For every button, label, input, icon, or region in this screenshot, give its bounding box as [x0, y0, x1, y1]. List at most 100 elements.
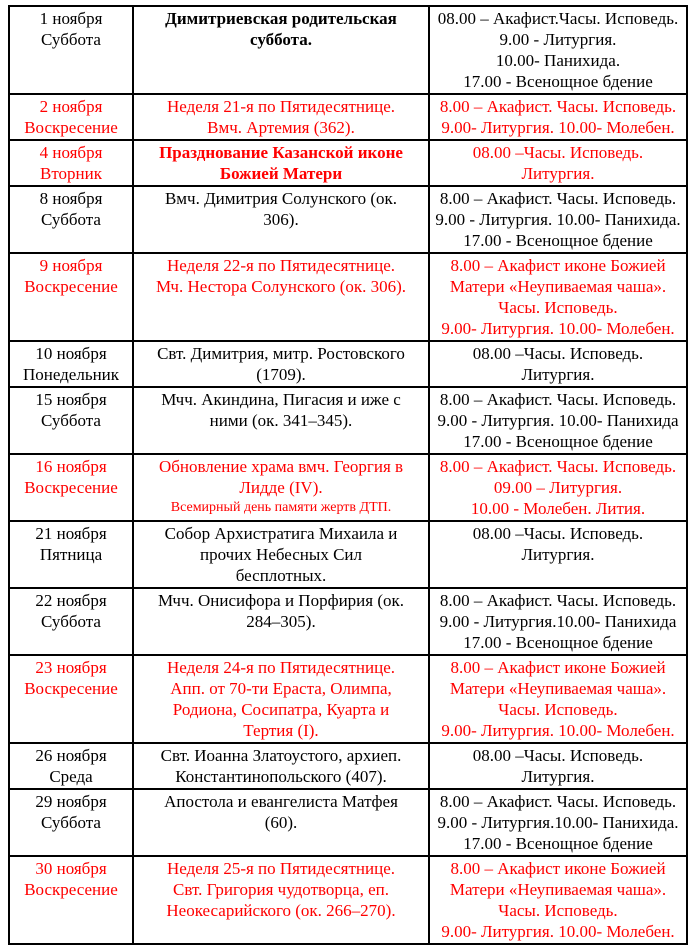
services-cell: 08.00 –Часы. Исповедь. Литургия.	[428, 742, 688, 790]
feast-cell: Неделя 22-я по Пятидесятнице. Мч. Нестор…	[132, 252, 430, 342]
date-text: 1 ноября Суббота	[39, 9, 103, 49]
table-row: 1 ноября Суббота Димитриевская родительс…	[8, 5, 688, 95]
services-text: 8.00 – Акафист. Часы. Исповедь. 9.00 - Л…	[437, 390, 679, 451]
services-text: 8.00 – Акафист. Часы. Исповедь. 9.00 - Л…	[439, 591, 677, 652]
date-text: 16 ноября Воскресение	[24, 457, 118, 497]
feast-text: Димитриевская родительская суббота.	[165, 9, 397, 49]
services-cell: 8.00 – Акафист. Часы. Исповедь. 9.00- Ли…	[428, 93, 688, 141]
services-text: 8.00 – Акафист. Часы. Исповедь. 9.00 - Л…	[435, 189, 681, 250]
table-row: 16 ноября Воскресение Обновление храма в…	[8, 453, 688, 522]
services-cell: 8.00 – Акафист иконе Божией Матери «Неуп…	[428, 654, 688, 744]
feast-text: Неделя 22-я по Пятидесятнице. Мч. Нестор…	[155, 256, 407, 296]
table-row: 22 ноября Суббота Мчч. Онисифора и Порфи…	[8, 587, 688, 656]
date-text: 23 ноября Воскресение	[24, 658, 118, 698]
services-cell: 8.00 – Акафист. Часы. Исповедь. 9.00 - Л…	[428, 185, 688, 254]
date-text: 26 ноября Среда	[35, 746, 107, 786]
table-row: 30 ноября Воскресение Неделя 25-я по Пят…	[8, 855, 688, 945]
schedule-rows: 1 ноября Суббота Димитриевская родительс…	[8, 5, 688, 945]
services-text: 8.00 – Акафист иконе Божией Матери «Неуп…	[441, 658, 675, 740]
services-text: 08.00 –Часы. Исповедь. Литургия.	[472, 746, 644, 786]
date-cell: 23 ноября Воскресение	[8, 654, 134, 744]
date-text: 30 ноября Воскресение	[24, 859, 118, 899]
feast-text: Собор Архистратига Михаила и прочих Небе…	[164, 524, 398, 585]
date-cell: 9 ноября Воскресение	[8, 252, 134, 342]
feast-text: Мчч. Онисифора и Порфирия (ок. 284–305).	[157, 591, 405, 631]
date-cell: 10 ноября Понедельник	[8, 340, 134, 388]
feast-cell: Празднование Казанской иконе Божией Мате…	[132, 139, 430, 187]
table-row: 8 ноября Суббота Вмч. Димитрия Солунског…	[8, 185, 688, 254]
services-text: 8.00 – Акафист. Часы. Исповедь. 9.00- Ли…	[439, 97, 677, 137]
services-cell: 08.00 – Акафист.Часы. Исповедь. 9.00 - Л…	[428, 5, 688, 95]
feast-text: Празднование Казанской иконе Божией Мате…	[159, 143, 403, 183]
date-text: 10 ноября Понедельник	[22, 344, 120, 384]
date-cell: 1 ноября Суббота	[8, 5, 134, 95]
feast-text: Неделя 24-я по Пятидесятнице. Апп. от 70…	[166, 658, 396, 740]
feast-text: Обновление храма вмч. Георгия в Лидде (I…	[158, 457, 404, 497]
date-text: 29 ноября Суббота	[35, 792, 107, 832]
date-text: 15 ноября Суббота	[35, 390, 107, 430]
table-row: 29 ноября Суббота Апостола и евангелиста…	[8, 788, 688, 857]
services-text: 08.00 – Акафист.Часы. Исповедь. 9.00 - Л…	[437, 9, 679, 91]
feast-text: Вмч. Димитрия Солунского (ок. 306).	[164, 189, 398, 229]
date-cell: 26 ноября Среда	[8, 742, 134, 790]
services-cell: 8.00 – Акафист. Часы. Исповедь. 09.00 – …	[428, 453, 688, 522]
services-cell: 8.00 – Акафист. Часы. Исповедь. 9.00 - Л…	[428, 386, 688, 455]
feast-text: Свт. Димитрия, митр. Ростовского (1709).	[157, 344, 405, 384]
services-text: 8.00 – Акафист иконе Божией Матери «Неуп…	[441, 256, 675, 338]
feast-text: Мчч. Акиндина, Пигасия и иже с ними (ок.…	[161, 390, 401, 430]
feast-text: Неделя 25-я по Пятидесятнице. Свт. Григо…	[166, 859, 396, 920]
table-row: 10 ноября Понедельник Свт. Димитрия, мит…	[8, 340, 688, 388]
table-row: 9 ноября Воскресение Неделя 22-я по Пяти…	[8, 252, 688, 342]
feast-cell: Собор Архистратига Михаила и прочих Небе…	[132, 520, 430, 589]
date-text: 8 ноября Суббота	[39, 189, 103, 229]
services-text: 08.00 –Часы. Исповедь. Литургия.	[472, 524, 644, 564]
date-cell: 4 ноября Вторник	[8, 139, 134, 187]
feast-note: Всемирный день памяти жертв ДТП.	[170, 500, 392, 515]
date-cell: 15 ноября Суббота	[8, 386, 134, 455]
date-cell: 8 ноября Суббота	[8, 185, 134, 254]
feast-cell: Мчч. Акиндина, Пигасия и иже с ними (ок.…	[132, 386, 430, 455]
services-text: 08.00 –Часы. Исповедь. Литургия.	[472, 344, 644, 384]
table-row: 4 ноября Вторник Празднование Казанской …	[8, 139, 688, 187]
date-cell: 2 ноября Воскресение	[8, 93, 134, 141]
table-row: 2 ноября Воскресение Неделя 21-я по Пяти…	[8, 93, 688, 141]
feast-cell: Неделя 21-я по Пятидесятнице. Вмч. Артем…	[132, 93, 430, 141]
date-text: 22 ноября Суббота	[35, 591, 107, 631]
date-text: 2 ноября Воскресение	[24, 97, 118, 137]
table-row: 15 ноября Суббота Мчч. Акиндина, Пигасия…	[8, 386, 688, 455]
date-text: 9 ноября Воскресение	[24, 256, 118, 296]
date-cell: 30 ноября Воскресение	[8, 855, 134, 945]
table-row: 21 ноября Пятница Собор Архистратига Мих…	[8, 520, 688, 589]
date-cell: 16 ноября Воскресение	[8, 453, 134, 522]
feast-cell: Мчч. Онисифора и Порфирия (ок. 284–305).	[132, 587, 430, 656]
table-row: 23 ноября Воскресение Неделя 24-я по Пят…	[8, 654, 688, 744]
feast-cell: Димитриевская родительская суббота.	[132, 5, 430, 95]
feast-cell: Апостола и евангелиста Матфея (60).	[132, 788, 430, 857]
services-cell: 08.00 –Часы. Исповедь. Литургия.	[428, 340, 688, 388]
feast-cell: Вмч. Димитрия Солунского (ок. 306).	[132, 185, 430, 254]
date-text: 21 ноября Пятница	[35, 524, 107, 564]
feast-cell: Неделя 25-я по Пятидесятнице. Свт. Григо…	[132, 855, 430, 945]
feast-cell: Свт. Иоанна Златоустого, архиеп. Констан…	[132, 742, 430, 790]
feast-text: Неделя 21-я по Пятидесятнице. Вмч. Артем…	[166, 97, 396, 137]
feast-cell: Неделя 24-я по Пятидесятнице. Апп. от 70…	[132, 654, 430, 744]
services-text: 8.00 – Акафист. Часы. Исповедь. 9.00 - Л…	[437, 792, 679, 853]
services-cell: 08.00 –Часы. Исповедь. Литургия.	[428, 520, 688, 589]
service-schedule-table: 1 ноября Суббота Димитриевская родительс…	[8, 5, 688, 945]
date-cell: 29 ноября Суббота	[8, 788, 134, 857]
date-text: 4 ноября Вторник	[39, 143, 103, 183]
services-text: 8.00 – Акафист иконе Божией Матери «Неуп…	[441, 859, 675, 941]
services-cell: 8.00 – Акафист иконе Божией Матери «Неуп…	[428, 855, 688, 945]
feast-text: Свт. Иоанна Златоустого, архиеп. Констан…	[160, 746, 402, 786]
services-cell: 08.00 –Часы. Исповедь. Литургия.	[428, 139, 688, 187]
date-cell: 21 ноября Пятница	[8, 520, 134, 589]
services-cell: 8.00 – Акафист. Часы. Исповедь. 9.00 - Л…	[428, 587, 688, 656]
services-cell: 8.00 – Акафист иконе Божией Матери «Неуп…	[428, 252, 688, 342]
table-row: 26 ноября Среда Свт. Иоанна Златоустого,…	[8, 742, 688, 790]
feast-text: Апостола и евангелиста Матфея (60).	[164, 792, 398, 832]
date-cell: 22 ноября Суббота	[8, 587, 134, 656]
services-text: 08.00 –Часы. Исповедь. Литургия.	[472, 143, 644, 183]
feast-cell: Обновление храма вмч. Георгия в Лидде (I…	[132, 453, 430, 522]
feast-cell: Свт. Димитрия, митр. Ростовского (1709).	[132, 340, 430, 388]
services-text: 8.00 – Акафист. Часы. Исповедь. 09.00 – …	[439, 457, 677, 518]
